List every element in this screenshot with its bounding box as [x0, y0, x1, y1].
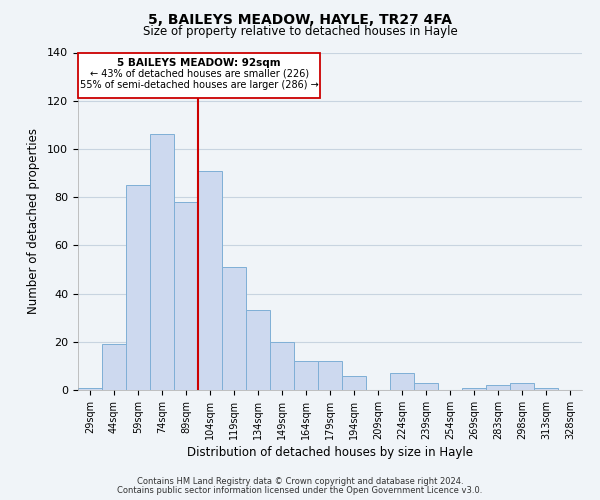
- Bar: [318, 361, 342, 390]
- Bar: [462, 388, 486, 390]
- Bar: [150, 134, 174, 390]
- Y-axis label: Number of detached properties: Number of detached properties: [27, 128, 40, 314]
- Bar: [102, 344, 126, 390]
- Bar: [126, 185, 150, 390]
- Bar: [78, 52, 320, 98]
- Bar: [270, 342, 294, 390]
- Bar: [342, 376, 366, 390]
- Bar: [222, 267, 246, 390]
- Bar: [510, 383, 534, 390]
- Text: ← 43% of detached houses are smaller (226): ← 43% of detached houses are smaller (22…: [89, 69, 309, 79]
- Bar: [534, 388, 558, 390]
- Bar: [390, 373, 414, 390]
- Bar: [246, 310, 270, 390]
- Text: 5 BAILEYS MEADOW: 92sqm: 5 BAILEYS MEADOW: 92sqm: [118, 58, 281, 68]
- Text: 55% of semi-detached houses are larger (286) →: 55% of semi-detached houses are larger (…: [80, 80, 319, 90]
- Bar: [78, 388, 102, 390]
- Text: Contains public sector information licensed under the Open Government Licence v3: Contains public sector information licen…: [118, 486, 482, 495]
- Bar: [294, 361, 318, 390]
- Bar: [414, 383, 438, 390]
- X-axis label: Distribution of detached houses by size in Hayle: Distribution of detached houses by size …: [187, 446, 473, 459]
- Bar: [198, 170, 222, 390]
- Bar: [486, 385, 510, 390]
- Bar: [174, 202, 198, 390]
- Text: Size of property relative to detached houses in Hayle: Size of property relative to detached ho…: [143, 25, 457, 38]
- Text: Contains HM Land Registry data © Crown copyright and database right 2024.: Contains HM Land Registry data © Crown c…: [137, 477, 463, 486]
- Text: 5, BAILEYS MEADOW, HAYLE, TR27 4FA: 5, BAILEYS MEADOW, HAYLE, TR27 4FA: [148, 12, 452, 26]
